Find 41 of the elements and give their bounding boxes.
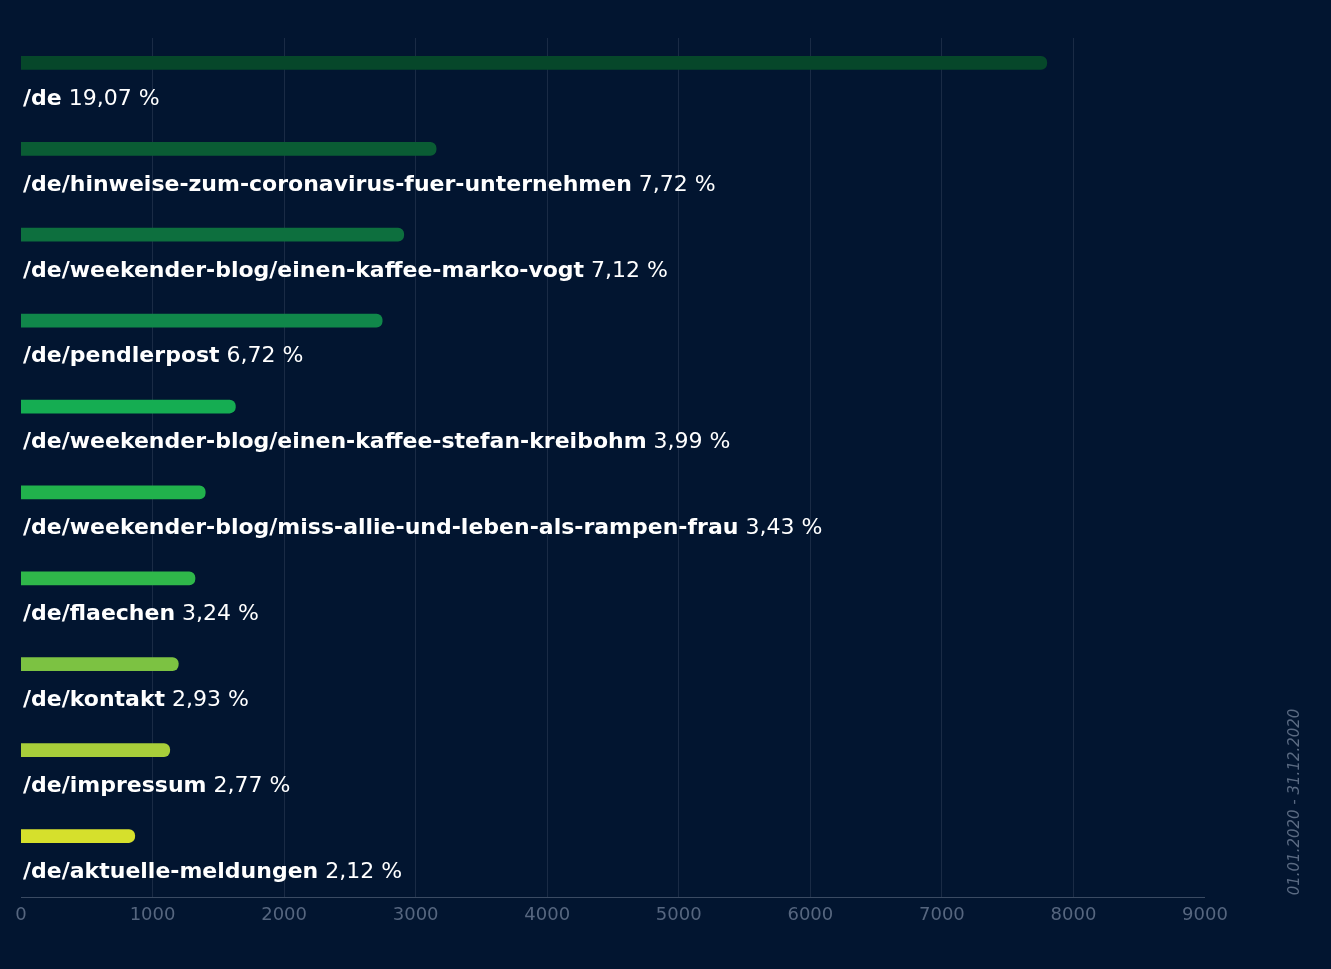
x-tick-label: 3000 bbox=[392, 902, 439, 924]
annotation: 3,43 % bbox=[745, 514, 823, 539]
x-tick-label: 4000 bbox=[524, 902, 571, 924]
y-tick-label: /de/flaechen bbox=[23, 600, 176, 625]
y-tick-label: /de bbox=[23, 85, 62, 110]
y-tick-label: /de/pendlerpost bbox=[23, 342, 221, 367]
x-tick-label: 7000 bbox=[918, 902, 965, 924]
annotation: 19,07 % bbox=[68, 85, 160, 110]
annotation: 7,12 % bbox=[591, 257, 668, 282]
x-tick-label: 0 bbox=[15, 902, 27, 924]
bar bbox=[21, 56, 1048, 70]
y-tick-label: /de/weekender-blog/einen-kaffee-marko-vogt bbox=[23, 257, 585, 282]
x-tick-label: 1000 bbox=[129, 902, 176, 924]
y-tick-label: /de/weekender-blog/miss-allie-und-leben-als-rampen-frau bbox=[23, 514, 739, 539]
text: 01.01.2020 - 31.12.2020 bbox=[1285, 708, 1304, 896]
annotation: 6,72 % bbox=[226, 342, 304, 367]
annotation: 3,24 % bbox=[182, 600, 259, 625]
y-tick-label: /de/weekender-blog/einen-kaffee-stefan-kreibohm bbox=[23, 428, 647, 453]
bar bbox=[21, 313, 383, 328]
annotation: 7,72 % bbox=[638, 171, 716, 196]
y-tick-label: /de/kontakt bbox=[23, 686, 166, 711]
annotation: 3,99 % bbox=[653, 428, 731, 453]
x-tick-label: 2000 bbox=[261, 902, 308, 924]
annotation: 2,77 % bbox=[213, 772, 291, 797]
x-tick-label: 9000 bbox=[1182, 902, 1228, 924]
x-tick-label: 6000 bbox=[787, 902, 834, 924]
bar bbox=[21, 399, 236, 414]
bar bbox=[21, 227, 405, 242]
bar bbox=[21, 571, 196, 586]
bar bbox=[21, 657, 179, 672]
y-tick-label: /de/hinweise-zum-coronavirus-fuer-unternehmen bbox=[23, 171, 632, 196]
x-tick-label: 5000 bbox=[655, 902, 702, 924]
annotation: 2,12 % bbox=[325, 858, 403, 883]
x-tick-label: 8000 bbox=[1050, 902, 1097, 924]
bar bbox=[21, 485, 206, 500]
annotation: 2,93 % bbox=[172, 686, 249, 711]
bar bbox=[21, 829, 136, 843]
bar bbox=[21, 743, 171, 757]
y-tick-label: /de/impressum bbox=[23, 772, 207, 797]
y-tick-label: /de/aktuelle-meldungen bbox=[23, 858, 319, 883]
bar bbox=[21, 141, 437, 156]
